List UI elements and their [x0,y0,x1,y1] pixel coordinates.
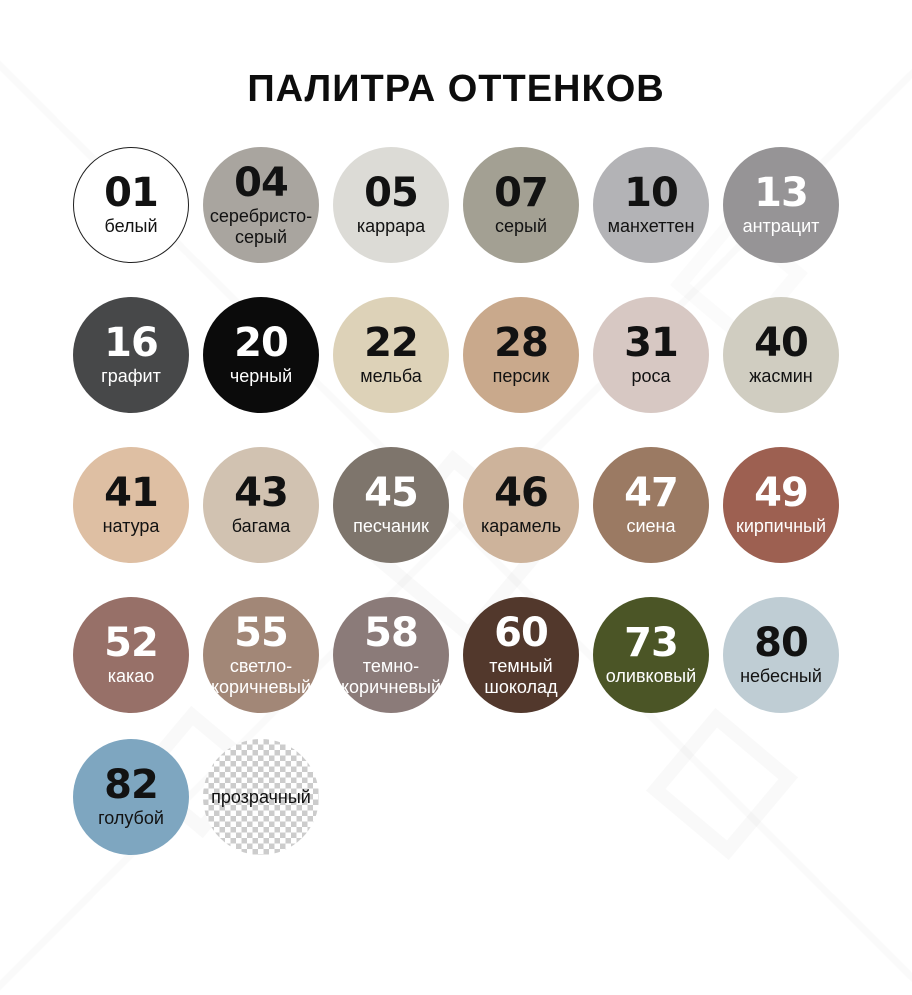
swatch-41: 41 натура [73,447,189,563]
swatch-40: 40 жасмин [723,297,839,413]
swatch-73: 73 оливковый [593,597,709,713]
swatch-label: мельба [360,366,422,387]
swatch-label: оливковый [605,666,697,687]
palette-row: 82 голубой прозрачный [73,739,839,855]
swatch-label: каррара [356,216,426,237]
swatch-number: 10 [624,170,679,217]
palette-row: 41 натура 43 багама 45 песчаник 46 карам… [73,447,839,563]
swatch-58: 58 темно- коричневый [333,597,449,713]
palette-row: 01 белый 04 серебристо- серый 05 каррара… [73,147,839,263]
palette-grid: 01 белый 04 серебристо- серый 05 каррара… [73,147,839,855]
palette-row: 16 графит 20 черный 22 мельба 28 персик … [73,297,839,413]
swatch-49: 49 кирпичный [723,447,839,563]
swatch-label: голубой [98,808,164,829]
swatch-label: белый [104,216,158,237]
swatch-05: 05 каррара [333,147,449,263]
swatch-label: серебристо- серый [209,206,313,247]
swatch-31: 31 роса [593,297,709,413]
swatch-label: черный [229,366,293,387]
swatch-60: 60 темный шоколад [463,597,579,713]
swatch-label: карамель [481,516,561,537]
swatch-04: 04 серебристо- серый [203,147,319,263]
swatch-number: 82 [104,762,159,809]
swatch-82: 82 голубой [73,739,189,855]
swatch-number: 41 [104,470,159,517]
swatch-label: темный шоколад [484,656,558,697]
swatch-label: серый [494,216,547,237]
swatch-number: 58 [364,610,419,657]
swatch-number: 01 [104,170,159,217]
swatch-47: 47 сиена [593,447,709,563]
swatch-number: 46 [494,470,549,517]
swatch-55: 55 светло- коричневый [203,597,319,713]
swatch-number: 13 [754,170,809,217]
swatch-16: 16 графит [73,297,189,413]
swatch-number: 20 [234,320,289,367]
swatch-number: 45 [364,470,419,517]
swatch-number: 73 [624,620,679,667]
swatch-number: 05 [364,170,419,217]
swatch-20: 20 черный [203,297,319,413]
swatch-number: 55 [234,610,289,657]
swatch-80: 80 небесный [723,597,839,713]
swatch-number: 07 [494,170,549,217]
swatch-label: натура [102,516,160,537]
swatch-label: светло- коричневый [210,656,312,697]
swatch-number: 31 [624,320,679,367]
palette-row: 52 какао 55 светло- коричневый 58 темно-… [73,597,839,713]
swatch-label: антрацит [742,216,820,237]
swatch-label: небесный [740,666,822,687]
swatch-label: какао [107,666,155,687]
swatch-number: 16 [104,320,159,367]
swatch-label: кирпичный [735,516,827,537]
swatch-13: 13 антрацит [723,147,839,263]
swatch-22: 22 мельба [333,297,449,413]
swatch-label: темно- коричневый [340,656,442,697]
swatch-label: сиена [626,516,676,537]
swatch-label: манхеттен [607,216,695,237]
swatch-43: 43 багама [203,447,319,563]
swatch-number: 49 [754,470,809,517]
swatch-label: багама [231,516,291,537]
swatch-label: персик [492,366,550,387]
swatch-number: 04 [234,160,289,207]
swatch-number: 60 [494,610,549,657]
swatch-number: 40 [754,320,809,367]
swatch-number: 52 [104,620,159,667]
swatch-07: 07 серый [463,147,579,263]
swatch-label: жасмин [749,366,813,387]
swatch-number: 22 [364,320,419,367]
swatch-number: 28 [494,320,549,367]
swatch-01: 01 белый [73,147,189,263]
swatch-label: песчаник [353,516,429,537]
swatch-number: 43 [234,470,289,517]
swatch-52: 52 какао [73,597,189,713]
swatch-label: графит [101,366,161,387]
swatch-transparent: прозрачный [203,739,319,855]
swatch-label: роса [631,366,671,387]
swatch-number: 80 [754,620,809,667]
swatch-28: 28 персик [463,297,579,413]
swatch-10: 10 манхеттен [593,147,709,263]
swatch-45: 45 песчаник [333,447,449,563]
page-title: ПАЛИТРА ОТТЕНКОВ [247,68,665,110]
swatch-46: 46 карамель [463,447,579,563]
swatch-label: прозрачный [211,786,311,807]
swatch-number: 47 [624,470,679,517]
